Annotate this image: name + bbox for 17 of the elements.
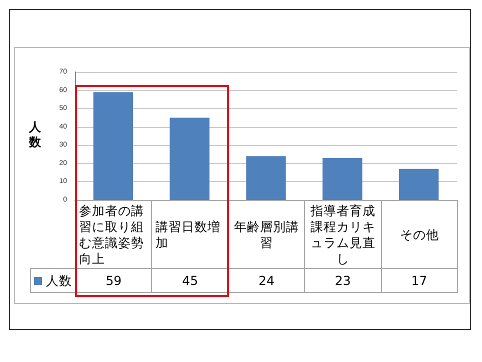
bar (246, 156, 286, 200)
data-label: 45 (152, 268, 228, 292)
data-label: 59 (76, 268, 152, 292)
bar (322, 158, 362, 200)
data-label: 24 (228, 268, 305, 292)
x-tick-label: 参加者の講習に取り組む意識姿勢向上 (76, 200, 152, 268)
x-tick-label: 指導者育成課程カリキュラム見直し (304, 200, 382, 268)
bar (170, 118, 210, 200)
bar (93, 92, 134, 200)
y-axis-title: 人数 (28, 120, 42, 150)
x-tick-label: その他 (381, 200, 458, 268)
x-tick-label: 講習日数増加 (152, 200, 228, 268)
data-label: 17 (381, 268, 458, 292)
bar (398, 168, 439, 200)
legend-label: 人数 (30, 268, 76, 292)
x-tick-label: 年齢層別講習 (228, 200, 305, 268)
data-label: 23 (304, 268, 382, 292)
